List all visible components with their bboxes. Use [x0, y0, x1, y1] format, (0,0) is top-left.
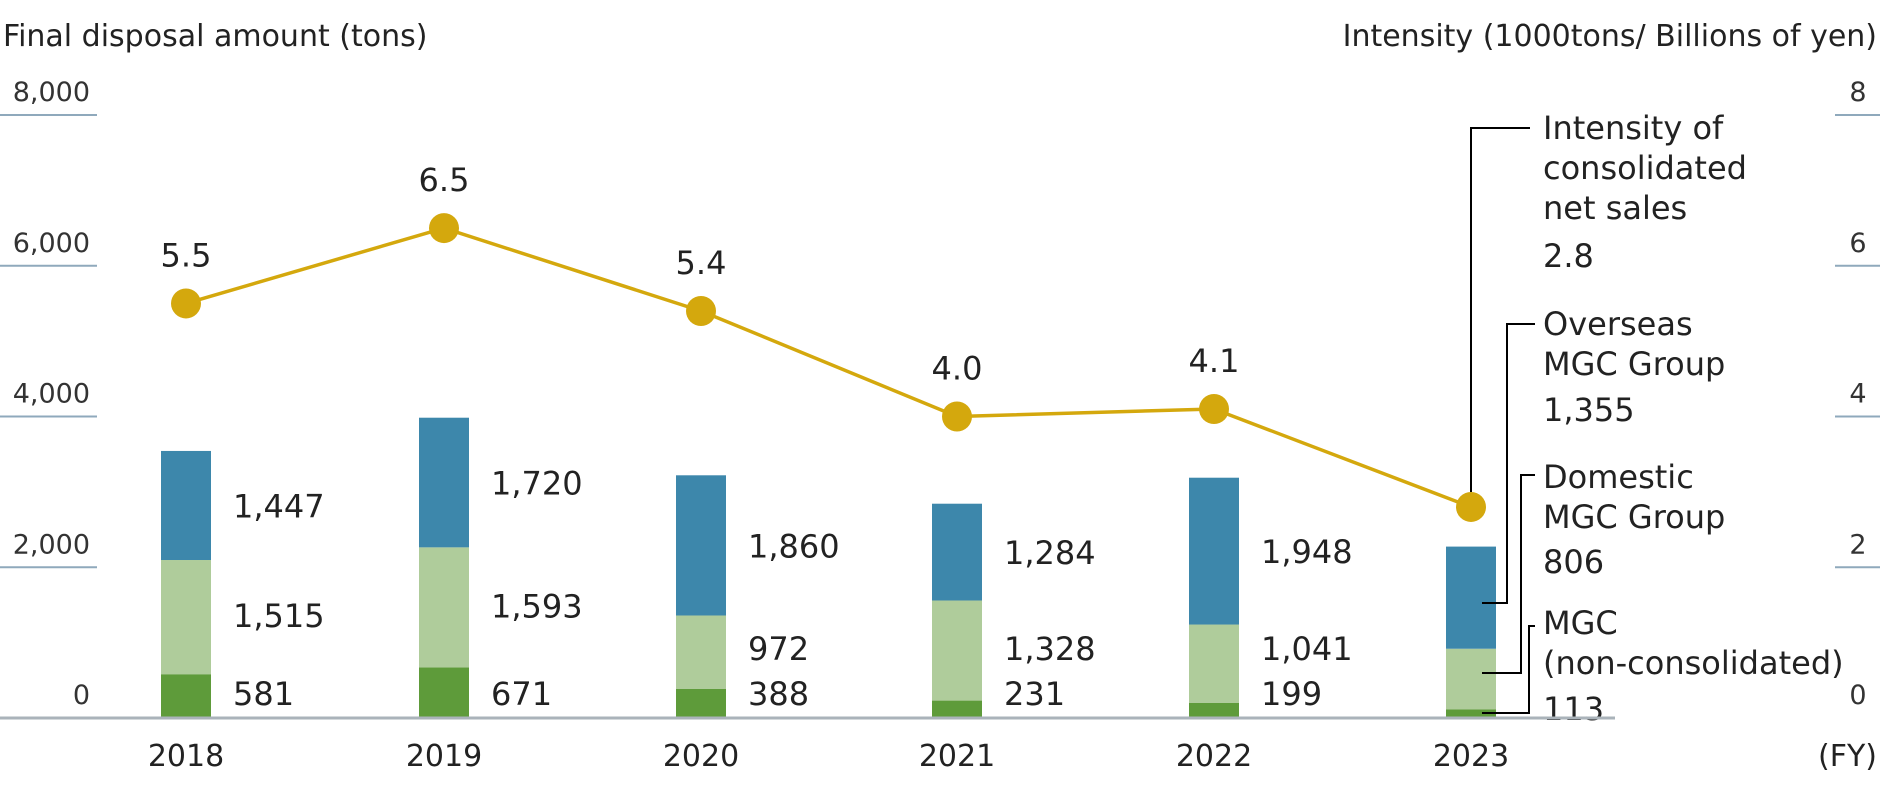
intensity-legend-label: net sales: [1543, 189, 1687, 227]
overseas-legend-label: MGC Group: [1543, 345, 1725, 383]
domestic-leader-line: [1482, 474, 1535, 674]
overseas-legend-value: 1,355: [1543, 391, 1635, 429]
mgc-legend-value: 113: [1543, 690, 1604, 728]
data-labels: 581 1,515 1,447 2018 671 1,593 1,720 2019 388 972…: [148, 161, 1509, 774]
domestic-legend-label: Domestic: [1543, 458, 1694, 496]
bar-domestic-mgc-group: [419, 547, 469, 668]
bar-mgc-non-consolidated: [419, 667, 469, 718]
intensity-line: [185, 226, 1472, 509]
gridlines: [0, 114, 1880, 569]
bar-domestic-mgc-group: [676, 615, 726, 689]
left-axis-title: Final disposal amount (tons): [3, 19, 427, 54]
mgc-legend-label: MGC: [1543, 604, 1618, 642]
label-domestic-mgc-group: 1,328: [1004, 630, 1096, 668]
intensity-point: [171, 288, 201, 319]
x-tick-label: 2022: [1176, 739, 1252, 774]
bar-overseas-mgc-group: [1446, 546, 1496, 649]
intensity-value-label: 5.4: [676, 244, 727, 282]
right-tick-label: 8: [1849, 77, 1866, 108]
label-domestic-mgc-group: 1,515: [233, 597, 325, 635]
bar-domestic-mgc-group: [1446, 648, 1496, 710]
label-overseas-mgc-group: 1,860: [748, 527, 840, 565]
label-overseas-mgc-group: 1,948: [1261, 533, 1353, 571]
bar-mgc-non-consolidated: [1189, 703, 1239, 718]
x-tick-label: 2021: [919, 739, 995, 774]
label-mgc-non-consolidated: 581: [233, 675, 294, 713]
x-axis-unit: (FY): [1818, 739, 1877, 774]
bar-mgc-non-consolidated: [1446, 709, 1496, 718]
bar-mgc-non-consolidated: [161, 674, 211, 718]
intensity-value-label: 4.0: [932, 350, 983, 388]
bar-mgc-non-consolidated: [676, 688, 726, 718]
mgc-leader-line: [1482, 625, 1535, 714]
intensity-point: [686, 295, 716, 326]
intensity-value-label: 6.5: [419, 161, 470, 199]
label-mgc-non-consolidated: 231: [1004, 675, 1065, 713]
intensity-legend-label: consolidated: [1543, 149, 1747, 187]
bars: [161, 417, 1496, 718]
left-tick-label: 8,000: [13, 77, 90, 108]
bar-domestic-mgc-group: [161, 560, 211, 675]
left-tick-label: 2,000: [13, 529, 90, 560]
right-tick-label: 6: [1849, 228, 1866, 259]
intensity-leader-line: [1470, 127, 1530, 492]
x-tick-label: 2020: [663, 739, 739, 774]
x-tick-label: 2019: [406, 739, 482, 774]
label-mgc-non-consolidated: 388: [748, 675, 809, 713]
intensity-line-layer: [171, 213, 1486, 522]
x-tick-label: 2023: [1433, 739, 1509, 774]
bar-overseas-mgc-group: [161, 450, 211, 561]
bar-overseas-mgc-group: [419, 417, 469, 548]
intensity-point: [942, 401, 972, 432]
right-tick-label: 4: [1849, 379, 1866, 410]
label-mgc-non-consolidated: 199: [1261, 675, 1322, 713]
right-axis-title: Intensity (1000tons/ Billions of yen): [1343, 19, 1877, 54]
label-overseas-mgc-group: 1,447: [233, 487, 325, 525]
intensity-point: [429, 213, 459, 244]
left-tick-label: 4,000: [13, 379, 90, 410]
intensity-legend-value: 2.8: [1543, 237, 1594, 275]
overseas-leader-line: [1482, 323, 1535, 604]
bar-domestic-mgc-group: [932, 600, 982, 701]
domestic-legend-label: MGC Group: [1543, 498, 1725, 536]
label-domestic-mgc-group: 972: [748, 630, 809, 668]
intensity-legend-label: Intensity of: [1543, 109, 1724, 147]
x-tick-label: 2018: [148, 739, 224, 774]
bar-mgc-non-consolidated: [932, 700, 982, 718]
right-tick-label: 2: [1849, 529, 1866, 560]
left-tick-label: 6,000: [13, 228, 90, 259]
right-tick-label: 0: [1849, 680, 1866, 711]
label-overseas-mgc-group: 1,284: [1004, 534, 1096, 572]
left-tick-label: 0: [73, 680, 90, 711]
overseas-legend-label: Overseas: [1543, 305, 1693, 343]
intensity-value-label: 5.5: [161, 236, 212, 274]
bar-overseas-mgc-group: [1189, 477, 1239, 625]
intensity-point: [1456, 491, 1486, 522]
bar-domestic-mgc-group: [1189, 624, 1239, 704]
domestic-legend-value: 806: [1543, 543, 1604, 581]
label-mgc-non-consolidated: 671: [491, 675, 552, 713]
bar-overseas-mgc-group: [932, 503, 982, 601]
label-overseas-mgc-group: 1,720: [491, 465, 583, 503]
axis-ticks: 0 2,000 4,000 6,000 8,000 0 2 4 6 8: [13, 77, 1867, 711]
label-domestic-mgc-group: 1,593: [491, 587, 583, 625]
intensity-value-label: 4.1: [1189, 342, 1240, 380]
bar-overseas-mgc-group: [676, 475, 726, 616]
intensity-point: [1199, 393, 1229, 424]
label-domestic-mgc-group: 1,041: [1261, 630, 1353, 668]
mgc-legend-label: (non-consolidated): [1543, 644, 1844, 682]
